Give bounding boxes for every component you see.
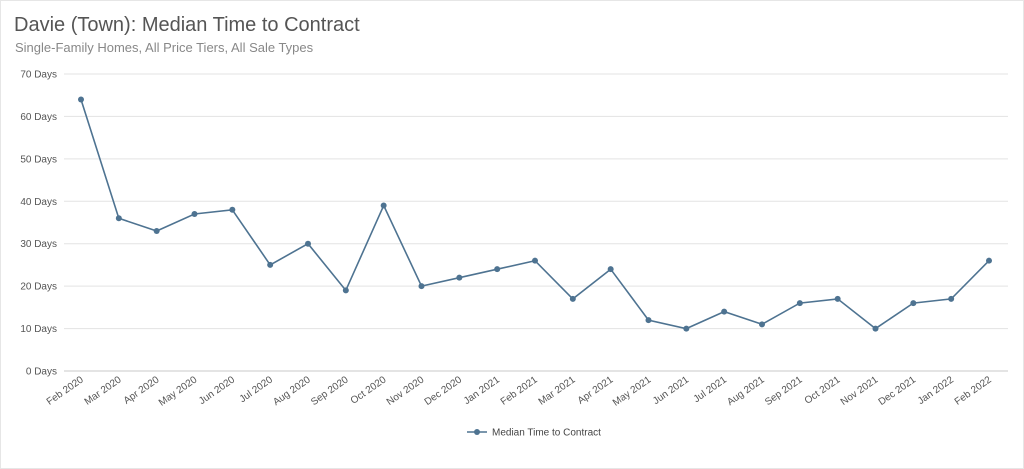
x-tick-label: Aug 2020 <box>271 374 313 408</box>
y-tick-label: 0 Days <box>26 367 57 378</box>
x-tick-label: Jun 2020 <box>197 374 237 407</box>
x-tick-label: Apr 2020 <box>122 374 162 407</box>
data-point[interactable] <box>191 211 198 218</box>
x-tick-label: Nov 2021 <box>839 374 881 408</box>
data-point[interactable] <box>645 317 652 324</box>
data-point[interactable] <box>305 240 311 247</box>
x-tick-label: Feb 2021 <box>499 374 540 407</box>
data-point[interactable] <box>494 266 501 273</box>
data-point[interactable] <box>456 274 463 281</box>
data-point[interactable] <box>78 96 84 103</box>
x-tick-label: Jan 2021 <box>462 374 502 407</box>
data-point[interactable] <box>796 300 803 307</box>
data-point[interactable] <box>834 295 841 302</box>
y-tick-label: 40 Days <box>20 197 57 208</box>
data-point[interactable] <box>872 325 879 332</box>
x-tick-label: Apr 2021 <box>576 374 616 407</box>
y-tick-label: 60 Days <box>20 112 57 123</box>
x-tick-label: Mar 2021 <box>537 374 578 407</box>
legend-marker <box>474 429 480 435</box>
y-tick-label: 20 Days <box>20 282 57 293</box>
data-point[interactable] <box>607 266 614 273</box>
x-tick-label: Mar 2020 <box>83 374 124 407</box>
x-tick-label: Oct 2020 <box>349 374 389 407</box>
x-tick-label: May 2021 <box>611 374 654 408</box>
data-point[interactable] <box>342 287 349 294</box>
y-tick-label: 50 Days <box>20 154 57 165</box>
data-point[interactable] <box>229 206 236 213</box>
x-tick-label: Sep 2020 <box>309 374 351 408</box>
data-point[interactable] <box>683 325 690 332</box>
data-point[interactable] <box>115 215 122 222</box>
x-tick-label: Nov 2020 <box>385 374 427 408</box>
x-tick-label: Jul 2021 <box>692 374 730 405</box>
x-tick-label: May 2020 <box>157 374 200 408</box>
series-points <box>78 96 992 332</box>
grid-lines <box>64 73 1008 372</box>
data-point[interactable] <box>986 257 992 264</box>
chart-subtitle: Single-Family Homes, All Price Tiers, Al… <box>15 40 314 55</box>
x-tick-label: Sep 2021 <box>763 374 805 408</box>
x-tick-label: Jun 2021 <box>651 374 691 407</box>
data-point[interactable] <box>948 295 955 302</box>
data-point[interactable] <box>532 257 538 264</box>
data-point[interactable] <box>418 283 425 290</box>
y-tick-label: 30 Days <box>20 239 57 250</box>
legend[interactable]: Median Time to Contract <box>467 428 601 439</box>
y-axis-ticks: 0 Days 10 Days 20 Days 30 Days 40 Days 50 Day… <box>20 70 57 378</box>
legend-label: Median Time to Contract <box>492 428 601 439</box>
series-line <box>80 99 990 330</box>
x-tick-label: Dec 2021 <box>877 374 919 408</box>
data-point[interactable] <box>267 261 274 268</box>
data-point[interactable] <box>759 321 765 328</box>
x-tick-label: Aug 2021 <box>725 374 767 408</box>
data-point[interactable] <box>380 202 387 209</box>
data-point[interactable] <box>569 295 576 302</box>
x-tick-label: Feb 2022 <box>953 374 994 407</box>
y-tick-label: 10 Days <box>20 324 57 335</box>
data-point[interactable] <box>721 308 728 315</box>
x-tick-label: Dec 2020 <box>423 374 465 408</box>
y-tick-label: 70 Days <box>20 70 57 81</box>
chart-title: Davie (Town): Median Time to Contract <box>14 14 360 36</box>
data-point[interactable] <box>910 300 917 307</box>
x-tick-label: Oct 2021 <box>803 374 843 407</box>
x-tick-label: Jan 2022 <box>916 374 956 407</box>
x-tick-label: Jul 2020 <box>238 374 276 405</box>
data-point[interactable] <box>153 227 160 234</box>
x-tick-label: Feb 2020 <box>45 374 86 407</box>
